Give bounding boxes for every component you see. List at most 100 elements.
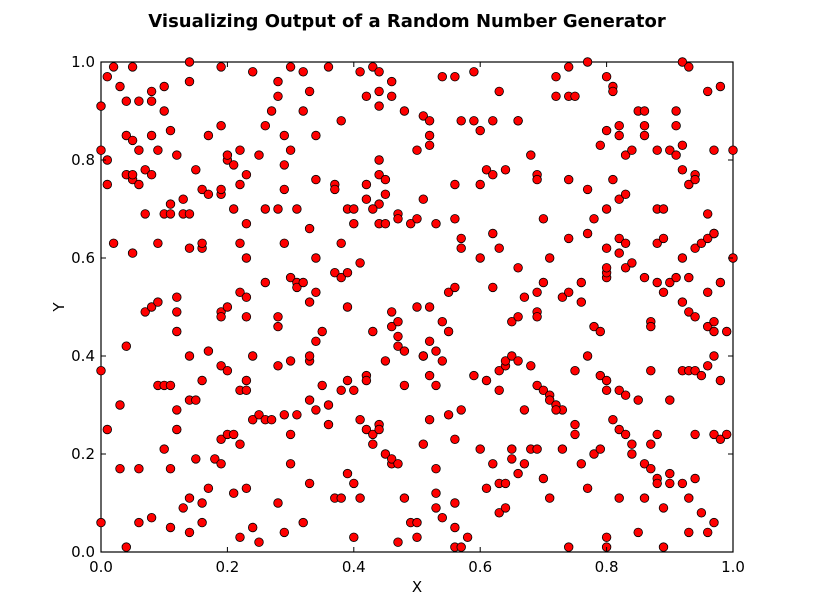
data-point (172, 424, 182, 435)
data-point (570, 366, 580, 376)
data-point (582, 184, 593, 195)
data-point (184, 527, 195, 538)
data-point (450, 434, 460, 445)
data-point (222, 366, 233, 376)
data-point (646, 464, 656, 474)
data-point (462, 532, 473, 543)
data-point (646, 321, 656, 332)
data-point (127, 248, 138, 258)
data-point (146, 169, 157, 180)
data-point (469, 370, 479, 381)
data-point (260, 277, 271, 288)
data-point (361, 375, 372, 386)
data-point (134, 96, 144, 106)
data-point (96, 517, 106, 528)
data-point (304, 478, 315, 489)
data-point (684, 179, 694, 190)
data-point (197, 498, 207, 508)
data-point (273, 361, 283, 371)
data-point (703, 527, 713, 538)
data-point (172, 307, 182, 317)
data-point (671, 120, 681, 131)
data-point (633, 395, 643, 405)
data-point (507, 454, 517, 464)
data-point (361, 91, 372, 102)
data-point (488, 459, 498, 469)
data-point (696, 238, 707, 249)
data-point (311, 287, 321, 298)
data-point (197, 517, 207, 528)
data-point (494, 508, 504, 518)
data-point (715, 375, 726, 386)
data-point (399, 380, 410, 391)
data-point (475, 444, 485, 454)
data-point (456, 233, 466, 244)
data-point (140, 307, 150, 317)
data-point (96, 366, 106, 376)
data-point (582, 351, 593, 361)
data-point (336, 116, 346, 126)
data-point (684, 307, 694, 317)
data-point (538, 385, 549, 396)
data-point (671, 106, 681, 116)
data-point (184, 209, 195, 219)
data-point (266, 106, 277, 116)
data-point (709, 228, 719, 239)
data-point (608, 415, 618, 425)
data-point (235, 238, 245, 249)
data-point (608, 174, 618, 185)
data-point (684, 493, 694, 503)
data-point (658, 287, 669, 298)
data-point (336, 385, 346, 396)
data-point (709, 429, 719, 440)
data-point (285, 356, 296, 366)
data-point (424, 140, 435, 151)
data-point (513, 263, 523, 273)
data-point (380, 174, 391, 185)
data-point (709, 326, 719, 337)
data-point (203, 130, 214, 141)
data-point (595, 140, 606, 151)
data-point (140, 209, 150, 219)
data-point (418, 351, 429, 361)
data-point (658, 542, 669, 552)
data-point (127, 169, 138, 180)
data-point (639, 106, 650, 116)
data-point (424, 415, 435, 425)
data-point (513, 356, 523, 366)
data-point (146, 86, 157, 97)
data-point (260, 120, 271, 131)
data-point (134, 179, 144, 190)
data-point (570, 419, 580, 430)
data-point (165, 464, 176, 474)
data-point (247, 415, 258, 425)
data-point (443, 287, 454, 298)
data-point (235, 532, 245, 543)
data-point (412, 517, 422, 528)
data-point (500, 503, 511, 513)
data-point (570, 91, 580, 102)
data-point (677, 165, 688, 175)
data-point (620, 189, 631, 200)
data-point (431, 218, 441, 229)
data-point (633, 527, 643, 538)
data-point (349, 385, 359, 396)
data-point (564, 542, 574, 552)
data-point (115, 81, 125, 92)
data-point (614, 493, 624, 503)
data-point (355, 67, 365, 77)
data-point (532, 312, 542, 322)
data-point (178, 194, 188, 204)
data-point (576, 277, 587, 288)
data-point (330, 268, 340, 278)
data-point (690, 429, 700, 440)
data-point (412, 302, 422, 312)
data-point (197, 238, 207, 249)
data-point (153, 145, 163, 155)
data-point (285, 429, 296, 440)
data-point (159, 106, 169, 116)
data-point (273, 204, 283, 214)
data-point (494, 86, 504, 97)
data-point (469, 67, 479, 77)
data-point (216, 120, 226, 131)
